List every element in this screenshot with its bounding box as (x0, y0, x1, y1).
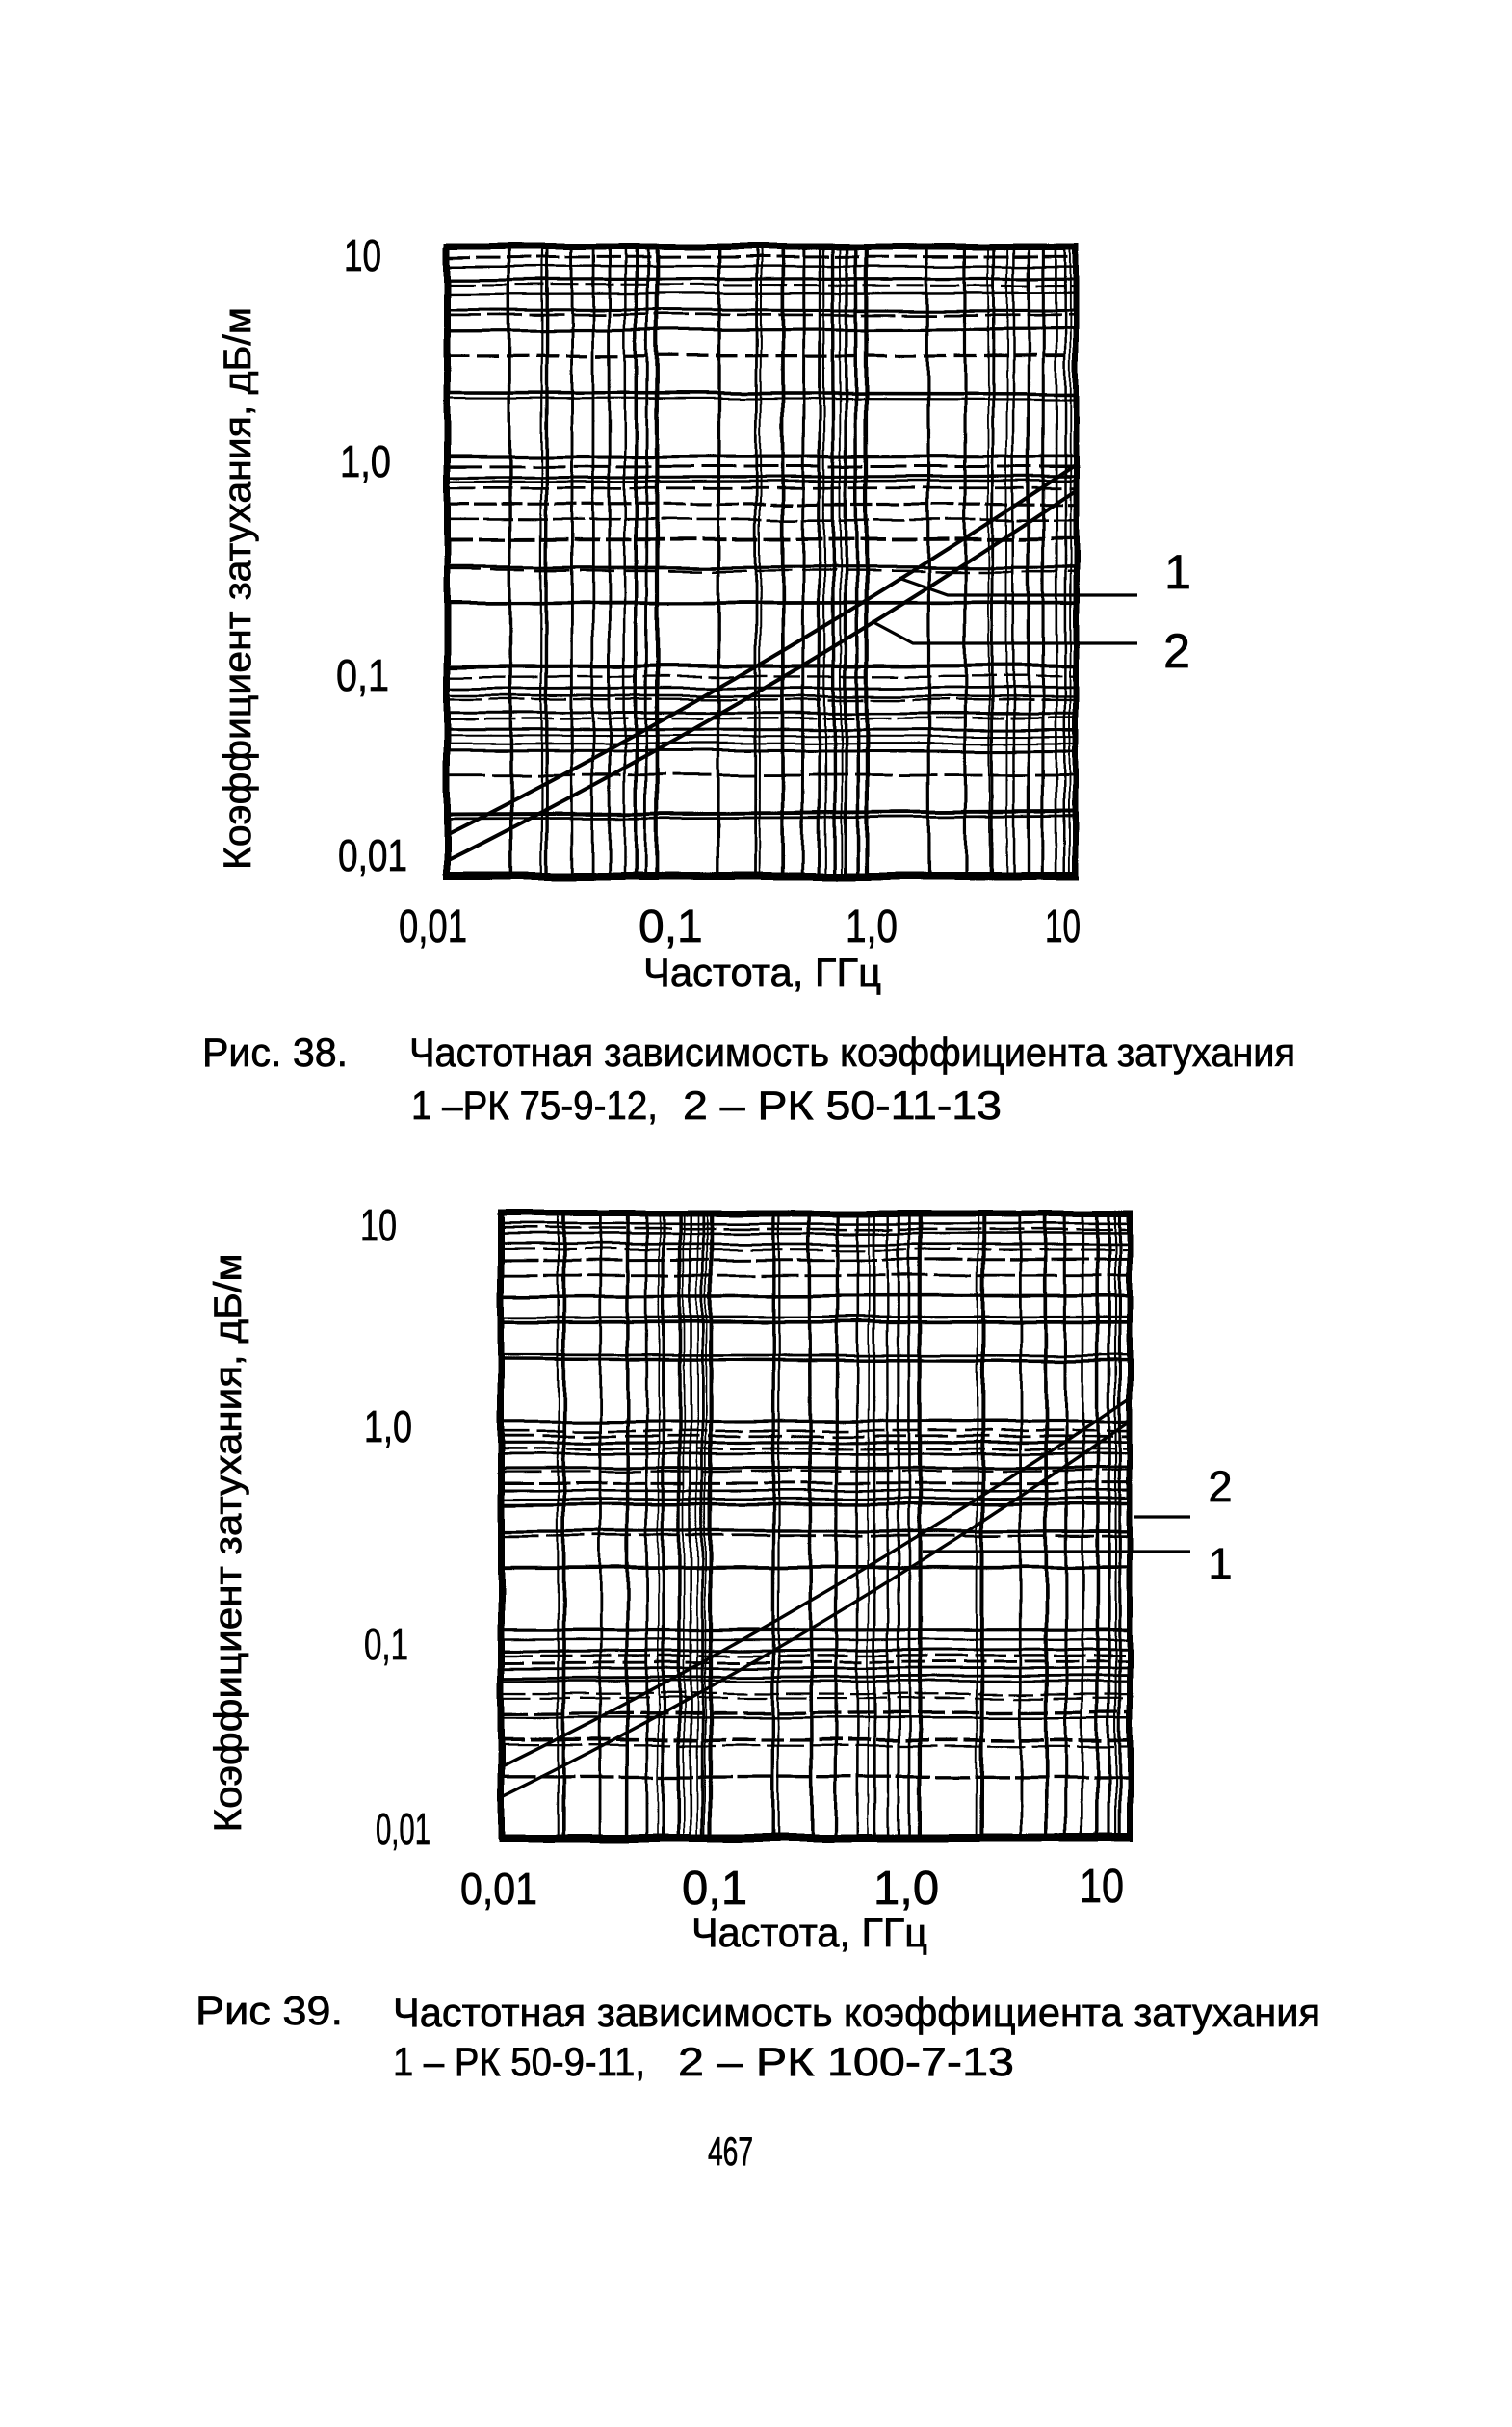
svg-text:0,01: 0,01 (399, 901, 467, 953)
svg-text:1 –РК 75-9-12,: 1 –РК 75-9-12, (411, 1083, 658, 1128)
svg-text:2: 2 (1163, 624, 1190, 678)
svg-text:1 – РК 50-9-11,: 1 – РК 50-9-11, (393, 2039, 645, 2084)
svg-text:Частотная зависимость коэффици: Частотная зависимость коэффициента затух… (409, 1030, 1295, 1075)
svg-text:Рис. 38.: Рис. 38. (202, 1030, 348, 1075)
svg-text:0,1: 0,1 (364, 1619, 408, 1669)
svg-text:10: 10 (360, 1200, 397, 1250)
svg-text:Рис 39.: Рис 39. (196, 1988, 343, 2033)
svg-text:0,1: 0,1 (682, 1863, 747, 1915)
svg-text:1,0: 1,0 (846, 901, 898, 953)
svg-text:Коэффициент затухания, дБ/м: Коэффициент затухания, дБ/м (207, 1254, 249, 1833)
svg-text:1,0: 1,0 (873, 1863, 939, 1915)
svg-text:1: 1 (1164, 545, 1191, 599)
svg-text:0,01: 0,01 (460, 1864, 537, 1914)
svg-text:1,0: 1,0 (340, 436, 391, 486)
svg-text:10: 10 (1045, 901, 1081, 953)
svg-text:Коэффициент затухания, дБ/м: Коэффициент затухания, дБ/м (217, 307, 259, 870)
svg-text:2 – РК 50-11-13: 2 – РК 50-11-13 (683, 1083, 1002, 1128)
svg-text:Частотная зависимость коэффици: Частотная зависимость коэффициента затух… (393, 1990, 1320, 2035)
svg-text:0,1: 0,1 (639, 901, 703, 953)
svg-text:10: 10 (1080, 1861, 1124, 1913)
svg-text:0,1: 0,1 (336, 650, 389, 700)
svg-text:467: 467 (708, 2128, 753, 2174)
svg-text:2: 2 (1208, 1462, 1232, 1511)
svg-text:0,01: 0,01 (376, 1804, 430, 1854)
svg-text:2 – РК 100-7-13: 2 – РК 100-7-13 (678, 2039, 1014, 2084)
svg-text:Частота, ГГц: Частота, ГГц (691, 1910, 927, 1955)
svg-text:1,0: 1,0 (364, 1401, 412, 1451)
svg-text:10: 10 (344, 230, 381, 280)
svg-text:1: 1 (1208, 1539, 1232, 1588)
svg-text:0,01: 0,01 (338, 830, 407, 880)
svg-text:Частота, ГГц: Частота, ГГц (643, 950, 881, 995)
